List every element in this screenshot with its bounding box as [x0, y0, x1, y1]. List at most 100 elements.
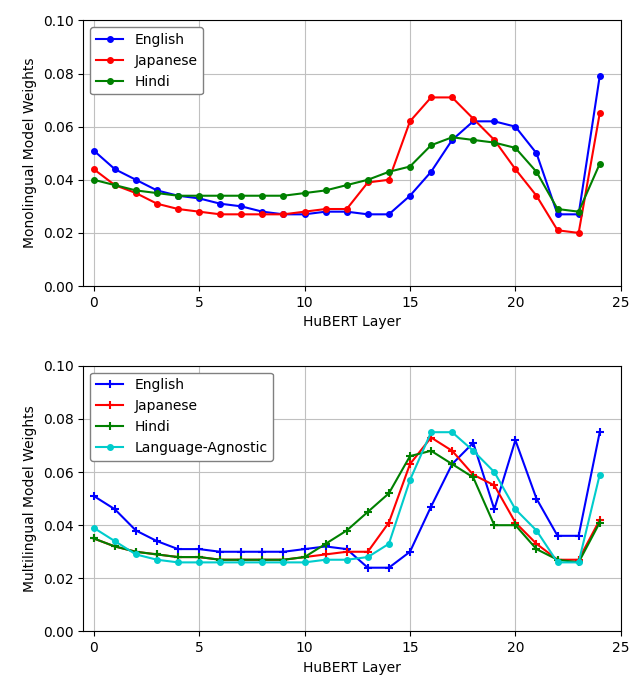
Language-Agnostic	[237, 558, 245, 566]
Hindi	[153, 551, 161, 559]
English	[111, 165, 118, 173]
English	[90, 492, 97, 500]
Hindi	[428, 141, 435, 149]
English	[195, 194, 203, 202]
Japanese	[259, 555, 266, 564]
Japanese	[490, 136, 498, 144]
Hindi	[511, 144, 519, 152]
Hindi	[237, 555, 245, 564]
Japanese	[575, 555, 582, 564]
Language-Agnostic	[90, 524, 97, 532]
Hindi	[469, 473, 477, 481]
English	[132, 526, 140, 534]
Japanese	[364, 179, 372, 187]
Line: Hindi: Hindi	[91, 134, 602, 215]
Japanese	[280, 555, 287, 564]
English	[554, 210, 561, 219]
Japanese	[448, 93, 456, 101]
Language-Agnostic	[385, 540, 393, 548]
English	[448, 136, 456, 144]
Japanese	[428, 93, 435, 101]
English	[195, 545, 203, 553]
Y-axis label: Monolingual Model Weights: Monolingual Model Weights	[23, 58, 37, 249]
English	[511, 436, 519, 444]
Language-Agnostic	[596, 471, 604, 479]
Language-Agnostic	[511, 505, 519, 513]
Language-Agnostic	[448, 428, 456, 437]
English	[90, 147, 97, 155]
Japanese	[259, 210, 266, 219]
Japanese	[174, 205, 182, 213]
English	[490, 117, 498, 126]
Language-Agnostic	[111, 537, 118, 545]
Hindi	[280, 555, 287, 564]
English	[596, 72, 604, 80]
Japanese	[280, 210, 287, 219]
Language-Agnostic	[406, 476, 414, 484]
English	[237, 548, 245, 556]
Hindi	[132, 548, 140, 556]
English	[532, 494, 540, 502]
Japanese	[532, 191, 540, 200]
English	[174, 191, 182, 200]
Japanese	[237, 210, 245, 219]
English	[301, 545, 308, 553]
Hindi	[385, 168, 393, 176]
Japanese	[111, 543, 118, 551]
Hindi	[301, 189, 308, 197]
Hindi	[90, 176, 97, 184]
Language-Agnostic	[428, 428, 435, 437]
Japanese	[511, 519, 519, 527]
Language-Agnostic	[301, 558, 308, 566]
English	[364, 564, 372, 572]
Hindi	[237, 191, 245, 200]
Japanese	[132, 548, 140, 556]
English	[343, 208, 351, 216]
Language-Agnostic	[575, 558, 582, 566]
English	[259, 208, 266, 216]
English	[532, 149, 540, 158]
Hindi	[490, 521, 498, 529]
Hindi	[469, 136, 477, 144]
English	[575, 532, 582, 540]
Japanese	[469, 115, 477, 123]
Hindi	[364, 176, 372, 184]
English	[153, 537, 161, 545]
English	[428, 502, 435, 511]
Legend: English, Japanese, Hindi: English, Japanese, Hindi	[90, 27, 203, 94]
Language-Agnostic	[322, 555, 330, 564]
Hindi	[532, 168, 540, 176]
English	[280, 548, 287, 556]
Hindi	[216, 191, 224, 200]
English	[322, 208, 330, 216]
Japanese	[216, 210, 224, 219]
Y-axis label: Multilingual Model Weights: Multilingual Model Weights	[23, 405, 37, 592]
Japanese	[385, 519, 393, 527]
English	[575, 210, 582, 219]
Hindi	[90, 534, 97, 543]
Line: English: English	[91, 73, 602, 217]
Hindi	[301, 553, 308, 561]
Language-Agnostic	[343, 555, 351, 564]
Japanese	[490, 481, 498, 490]
Hindi	[596, 160, 604, 168]
Japanese	[448, 447, 456, 455]
Hindi	[322, 186, 330, 194]
Hindi	[428, 447, 435, 455]
English	[428, 168, 435, 176]
English	[132, 176, 140, 184]
Language-Agnostic	[469, 447, 477, 455]
Line: Hindi: Hindi	[90, 447, 604, 566]
Japanese	[153, 200, 161, 208]
Hindi	[132, 186, 140, 194]
English	[385, 210, 393, 219]
Japanese	[596, 109, 604, 117]
Legend: English, Japanese, Hindi, Language-Agnostic: English, Japanese, Hindi, Language-Agnos…	[90, 373, 273, 460]
Japanese	[90, 534, 97, 543]
Line: Japanese: Japanese	[90, 433, 604, 564]
Japanese	[301, 553, 308, 561]
Language-Agnostic	[195, 558, 203, 566]
Line: English: English	[90, 428, 604, 572]
Line: Language-Agnostic: Language-Agnostic	[91, 429, 602, 565]
Hindi	[259, 191, 266, 200]
